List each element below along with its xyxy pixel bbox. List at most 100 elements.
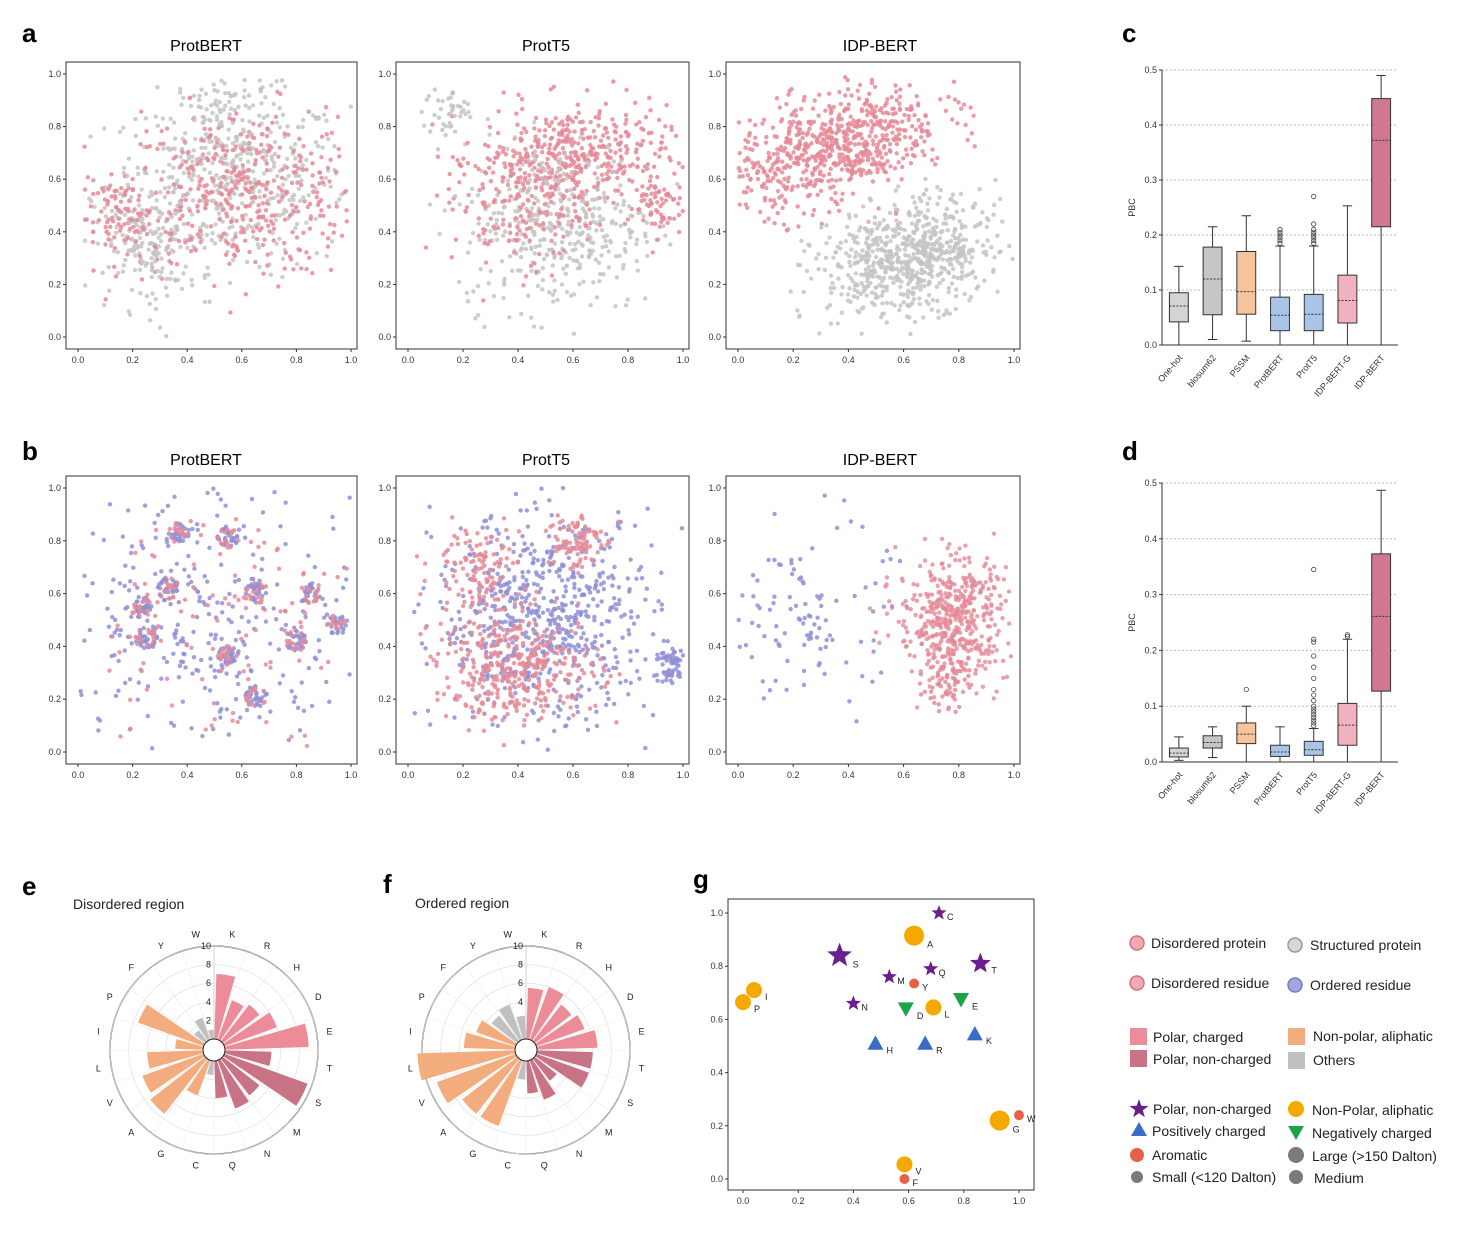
embedding-point bbox=[885, 137, 890, 143]
embedding-point bbox=[550, 263, 556, 268]
embedding-point bbox=[872, 221, 878, 226]
embedding-point bbox=[885, 97, 890, 102]
embedding-point bbox=[880, 301, 885, 306]
embedding-point bbox=[181, 651, 186, 656]
embedding-point bbox=[91, 191, 96, 197]
embedding-point bbox=[215, 513, 220, 518]
embedding-point bbox=[935, 184, 940, 190]
scatter-panel-b-protbert: 0.00.00.20.20.40.40.60.60.80.81.01.0 bbox=[48, 475, 358, 780]
embedding-point bbox=[934, 224, 939, 230]
embedding-point bbox=[505, 535, 511, 541]
embedding-point bbox=[257, 698, 262, 703]
embedding-point bbox=[918, 134, 924, 140]
embedding-point bbox=[145, 684, 151, 689]
embedding-point bbox=[918, 287, 923, 292]
embedding-point bbox=[826, 91, 832, 96]
embedding-point bbox=[593, 634, 598, 639]
embedding-point bbox=[849, 167, 855, 173]
embedding-point bbox=[144, 687, 150, 692]
embedding-point bbox=[245, 134, 250, 139]
embedding-point bbox=[198, 228, 203, 233]
embedding-point bbox=[522, 177, 528, 183]
embedding-point bbox=[884, 288, 889, 293]
embedding-point bbox=[546, 164, 551, 170]
embedding-point bbox=[572, 160, 577, 165]
embedding-point bbox=[613, 303, 618, 309]
embedding-point bbox=[197, 198, 202, 204]
embedding-point bbox=[623, 144, 629, 149]
embedding-point bbox=[192, 566, 197, 571]
embedding-point bbox=[844, 167, 850, 172]
embedding-point bbox=[464, 205, 470, 210]
embedding-point bbox=[925, 133, 930, 138]
embedding-point bbox=[897, 94, 903, 99]
embedding-point bbox=[874, 104, 879, 109]
embedding-point bbox=[176, 526, 181, 532]
embedding-point bbox=[282, 628, 288, 633]
embedding-point bbox=[221, 207, 226, 213]
embedding-point bbox=[458, 526, 464, 531]
embedding-point bbox=[475, 312, 481, 318]
embedding-point bbox=[148, 240, 154, 246]
embedding-point bbox=[889, 300, 894, 306]
embedding-point bbox=[557, 161, 562, 166]
embedding-point bbox=[907, 211, 912, 217]
embedding-point bbox=[525, 197, 531, 203]
embedding-point bbox=[623, 112, 629, 118]
embedding-point bbox=[217, 99, 222, 105]
embedding-point bbox=[318, 198, 324, 203]
embedding-point bbox=[887, 210, 893, 216]
embedding-point bbox=[509, 268, 515, 273]
embedding-point bbox=[449, 617, 454, 622]
embedding-point bbox=[858, 225, 863, 230]
embedding-point bbox=[189, 212, 195, 217]
embedding-point bbox=[865, 276, 870, 281]
embedding-point bbox=[649, 221, 655, 226]
embedding-point bbox=[785, 179, 791, 184]
embedding-point bbox=[256, 203, 261, 208]
embedding-point bbox=[262, 540, 267, 545]
embedding-point bbox=[412, 710, 417, 716]
embedding-point bbox=[523, 274, 529, 279]
embedding-point bbox=[671, 216, 677, 221]
embedding-point bbox=[865, 229, 870, 234]
embedding-point bbox=[614, 607, 619, 612]
embedding-point bbox=[917, 301, 922, 307]
embedding-point bbox=[942, 212, 948, 218]
embedding-point bbox=[314, 595, 319, 601]
embedding-point bbox=[589, 641, 595, 647]
embedding-point bbox=[181, 271, 186, 276]
embedding-point bbox=[519, 311, 524, 317]
embedding-point bbox=[765, 178, 770, 184]
embedding-point bbox=[254, 151, 260, 156]
embedding-point bbox=[257, 208, 262, 213]
embedding-point bbox=[527, 186, 532, 191]
embedding-point bbox=[494, 551, 500, 557]
embedding-point bbox=[222, 596, 228, 601]
embedding-point bbox=[558, 157, 563, 162]
embedding-point bbox=[805, 130, 811, 135]
embedding-point bbox=[886, 111, 891, 116]
embedding-point bbox=[150, 231, 156, 237]
embedding-point bbox=[588, 239, 594, 245]
embedding-point bbox=[816, 113, 821, 118]
embedding-point bbox=[438, 599, 443, 605]
embedding-point bbox=[263, 95, 268, 100]
embedding-point bbox=[761, 117, 767, 123]
embedding-point bbox=[423, 646, 428, 651]
embedding-point bbox=[505, 612, 510, 618]
embedding-point bbox=[480, 185, 486, 191]
embedding-point bbox=[920, 268, 925, 273]
embedding-point bbox=[169, 703, 175, 708]
embedding-point bbox=[594, 196, 600, 201]
embedding-point bbox=[516, 175, 521, 181]
embedding-point bbox=[847, 259, 852, 265]
embedding-point bbox=[102, 205, 107, 211]
embedding-point bbox=[566, 555, 572, 561]
embedding-point bbox=[227, 115, 232, 121]
embedding-point bbox=[644, 202, 650, 207]
embedding-point bbox=[251, 586, 256, 591]
embedding-point bbox=[341, 627, 346, 632]
embedding-point bbox=[835, 321, 840, 326]
embedding-point bbox=[183, 240, 188, 245]
